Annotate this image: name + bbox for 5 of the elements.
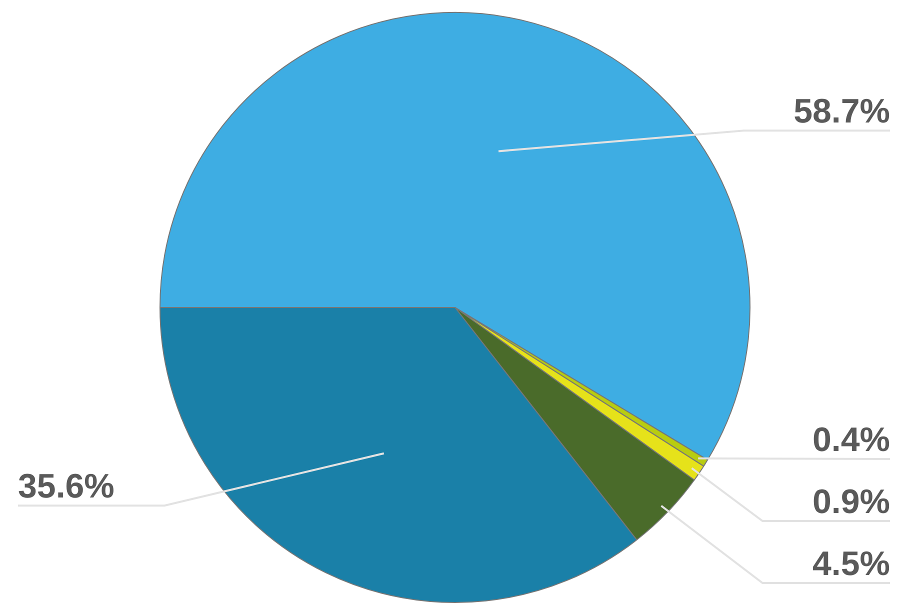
data-label: 35.6% (18, 468, 114, 506)
data-label: 0.9% (812, 483, 890, 521)
data-label: 4.5% (812, 545, 890, 583)
data-label: 58.7% (794, 92, 890, 131)
data-label: 0.4% (812, 421, 890, 459)
